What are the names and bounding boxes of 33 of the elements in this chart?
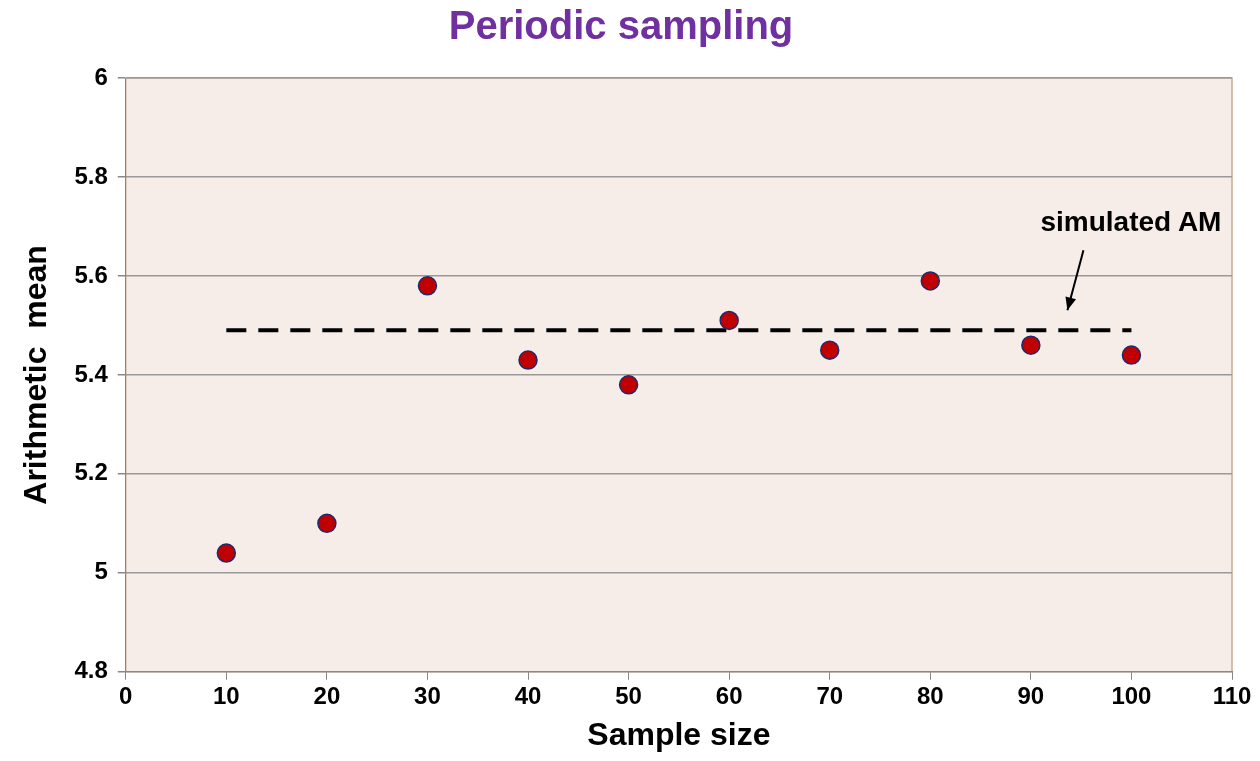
point (518, 350, 538, 370)
x-tick-label: 70 (816, 681, 844, 709)
y-tick-label: 5.8 (74, 161, 108, 189)
y-tick-label: 5.2 (74, 458, 108, 486)
point (1021, 335, 1041, 355)
x-axis-title: Sample size (587, 715, 771, 752)
x-tick-label: 100 (1111, 681, 1152, 709)
point (1121, 345, 1142, 365)
point (719, 310, 739, 331)
point (317, 513, 337, 534)
x-tick-label: 110 (1212, 681, 1252, 709)
x-tick-label: 20 (313, 681, 341, 709)
y-axis-title: Arithmetic mean (17, 245, 54, 505)
x-tick-label: 90 (1017, 681, 1045, 709)
y-tick-label: 5 (94, 557, 108, 585)
point (216, 543, 237, 563)
x-tick-label: 80 (916, 681, 944, 709)
point (920, 271, 941, 291)
x-tick-label: 0 (119, 681, 133, 709)
y-tick-label: 5.4 (74, 359, 109, 387)
y-tick-label: 5.6 (74, 260, 108, 288)
point (819, 340, 840, 360)
y-tick-label: 4.8 (74, 656, 108, 684)
text: simulated AM (1040, 206, 1222, 238)
x-tick-label: 50 (615, 681, 642, 709)
y-tick-label: 6 (94, 62, 108, 90)
x-tick-label: 60 (715, 681, 743, 709)
point (618, 375, 639, 395)
x-tick-label: 10 (212, 681, 240, 709)
point (417, 276, 438, 296)
x-tick-label: 40 (514, 681, 542, 709)
chart-title: Periodic sampling (448, 3, 794, 48)
x-tick-label: 30 (414, 681, 441, 709)
